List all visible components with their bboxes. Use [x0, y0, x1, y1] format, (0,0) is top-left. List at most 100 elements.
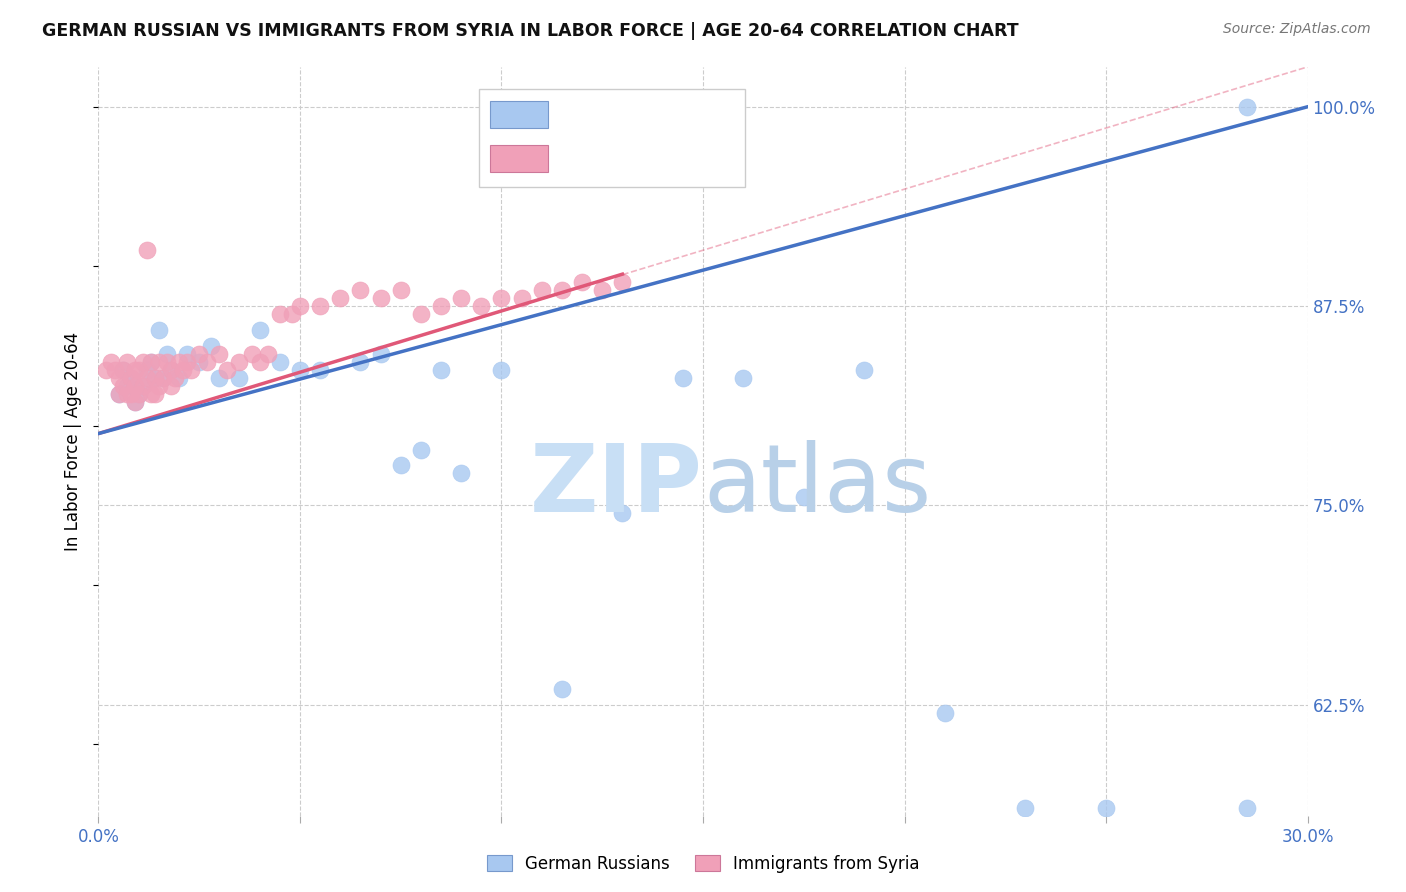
Point [132, 378, 155, 392]
Point [148, 323, 170, 337]
Point [176, 355, 198, 369]
Point [450, 291, 472, 305]
Point [470, 299, 492, 313]
Point [200, 339, 222, 353]
Legend: German Russians, Immigrants from Syria: German Russians, Immigrants from Syria [479, 848, 927, 880]
Point [491, 291, 513, 305]
Point [450, 467, 472, 481]
Point [188, 355, 211, 369]
Point [107, 386, 129, 401]
Point [530, 283, 553, 297]
Text: GERMAN RUSSIAN VS IMMIGRANTS FROM SYRIA IN LABOR FORCE | AGE 20-64 CORRELATION C: GERMAN RUSSIAN VS IMMIGRANTS FROM SYRIA … [42, 22, 1019, 40]
Point [100, 355, 122, 369]
Point [139, 355, 162, 369]
Point [139, 355, 162, 369]
Point [551, 283, 574, 297]
Point [269, 355, 291, 369]
Point [148, 378, 170, 392]
Point [124, 394, 146, 409]
Point [135, 244, 157, 258]
Text: ZIP: ZIP [530, 441, 703, 533]
Point [143, 371, 166, 385]
Point [156, 355, 179, 369]
Point [148, 355, 170, 369]
Point [228, 371, 250, 385]
Point [195, 355, 218, 369]
Point [132, 355, 155, 369]
Point [551, 681, 574, 696]
Point [217, 363, 239, 377]
Point [309, 363, 332, 377]
Point [160, 363, 183, 377]
Point [167, 371, 190, 385]
Point [172, 363, 194, 377]
Point [160, 363, 183, 377]
Point [853, 363, 876, 377]
Point [139, 386, 162, 401]
Point [143, 386, 166, 401]
Point [288, 363, 311, 377]
Point [329, 291, 352, 305]
Point [269, 307, 291, 321]
Point [167, 355, 190, 369]
Point [180, 363, 202, 377]
Point [256, 347, 278, 361]
Point [591, 283, 613, 297]
Point [96, 363, 118, 377]
Point [163, 371, 186, 385]
Text: atlas: atlas [703, 441, 931, 533]
Point [309, 299, 332, 313]
Point [228, 355, 250, 369]
Point [409, 307, 432, 321]
Point [115, 378, 138, 392]
Point [510, 291, 533, 305]
Point [612, 275, 634, 289]
Point [115, 386, 138, 401]
Point [208, 371, 231, 385]
Point [349, 283, 371, 297]
Point [430, 363, 453, 377]
Point [793, 491, 815, 505]
Point [188, 347, 211, 361]
Point [1095, 801, 1118, 815]
Point [1236, 100, 1258, 114]
Point [349, 355, 371, 369]
Point [491, 363, 513, 377]
Point [135, 363, 157, 377]
Point [1236, 801, 1258, 815]
Point [111, 363, 134, 377]
Point [409, 442, 432, 457]
Point [160, 378, 183, 392]
Point [389, 458, 412, 473]
Point [128, 363, 150, 377]
Point [111, 378, 134, 392]
Point [132, 378, 155, 392]
Point [389, 283, 412, 297]
Point [571, 275, 593, 289]
Point [1014, 801, 1036, 815]
Point [115, 355, 138, 369]
Point [111, 363, 134, 377]
Point [143, 371, 166, 385]
Point [124, 394, 146, 409]
Point [124, 363, 146, 377]
Point [120, 371, 142, 385]
Point [934, 706, 956, 720]
Point [124, 378, 146, 392]
Point [612, 506, 634, 520]
Point [672, 371, 695, 385]
Point [430, 299, 453, 313]
Point [370, 291, 392, 305]
Point [176, 347, 198, 361]
Point [733, 371, 755, 385]
Point [152, 371, 174, 385]
Point [128, 386, 150, 401]
Point [240, 347, 263, 361]
Point [103, 363, 125, 377]
Point [128, 386, 150, 401]
Point [152, 371, 174, 385]
Point [107, 386, 129, 401]
Point [249, 355, 271, 369]
Point [135, 371, 157, 385]
Point [370, 347, 392, 361]
